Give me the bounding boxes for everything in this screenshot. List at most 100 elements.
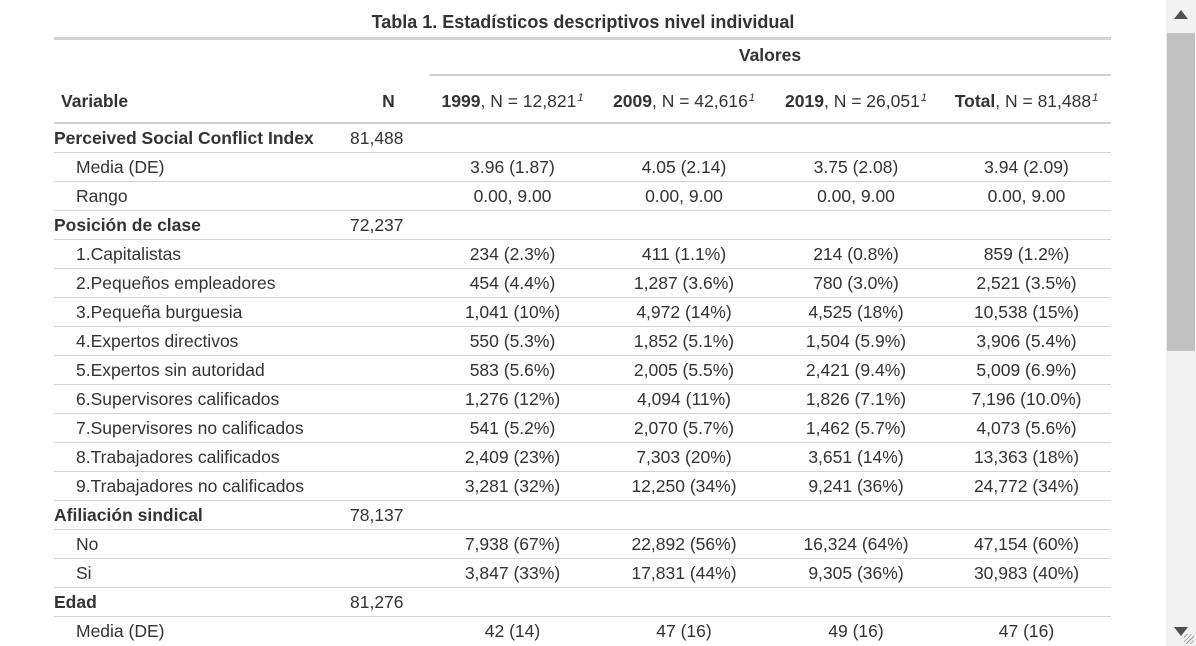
cell-2019: 1,826 (7.1%) [770, 384, 942, 414]
scroll-up-arrow-icon[interactable] [1174, 10, 1188, 19]
cell-total: 30,983 (40%) [942, 558, 1111, 588]
cell-total [942, 587, 1111, 617]
row-n [350, 558, 427, 588]
cell-2009: 4,972 (14%) [598, 297, 770, 327]
cell-2019: 1,462 (5.7%) [770, 413, 942, 443]
cell-2019: 0.00, 9.00 [770, 181, 942, 211]
cell-2009: 17,831 (44%) [598, 558, 770, 588]
table-row: 1.Capitalistas 234 (2.3%) 411 (1.1%) 214 (0… [54, 239, 1111, 269]
cell-2019: 2,421 (9.4%) [770, 355, 942, 385]
cell-2019 [770, 500, 942, 530]
table-group-row: Edad 81,276 [54, 587, 1111, 617]
vertical-scrollbar[interactable] [1166, 0, 1196, 646]
row-label: 6.Supervisores calificados [54, 384, 350, 414]
column-header-n-text: , N = 81,488 [995, 90, 1092, 111]
table-row: No 7,938 (67%) 22,892 (56%) 16,324 (64%) 47,… [54, 529, 1111, 559]
cell-total [942, 500, 1111, 530]
row-n [350, 239, 427, 269]
cell-2019 [770, 123, 942, 153]
column-header-year: 1999 [441, 90, 481, 111]
table-row: 8.Trabajadores calificados 2,409 (23%) 7,3… [54, 442, 1111, 472]
row-label: 4.Expertos directivos [54, 326, 350, 356]
cell-1999: 1,276 (12%) [427, 384, 598, 414]
table-row: 6.Supervisores calificados 1,276 (12%) 4,0… [54, 384, 1111, 414]
cell-2009: 1,852 (5.1%) [598, 326, 770, 356]
column-header-n-text: , N = 12,821 [480, 90, 577, 111]
cell-1999: 2,409 (23%) [427, 442, 598, 472]
column-header-2009: 2009, N = 42,6161 [598, 80, 770, 124]
footnote-marker: 1 [1092, 91, 1099, 104]
cell-total: 10,538 (15%) [942, 297, 1111, 327]
row-label: 8.Trabajadores calificados [54, 442, 350, 472]
cell-1999: 3,847 (33%) [427, 558, 598, 588]
cell-1999: 454 (4.4%) [427, 268, 598, 298]
column-header-n-text: , N = 42,616 [651, 90, 748, 111]
footnote-marker: 1 [748, 91, 755, 104]
cell-2019: 214 (0.8%) [770, 239, 942, 269]
row-n [350, 616, 427, 645]
row-label: 9.Trabajadores no calificados [54, 471, 350, 501]
table-row: 3.Pequeña burguesia 1,041 (10%) 4,972 (14%… [54, 297, 1111, 327]
cell-total: 24,772 (34%) [942, 471, 1111, 501]
table-row: 9.Trabajadores no calificados 3,281 (32%)… [54, 471, 1111, 501]
resize-grip-icon[interactable] [1184, 634, 1194, 644]
column-header-1999: 1999, N = 12,8211 [427, 80, 598, 124]
cell-1999 [427, 210, 598, 240]
cell-2009: 411 (1.1%) [598, 239, 770, 269]
table-group-row: Posición de clase 72,237 [54, 210, 1111, 240]
spanner-header: Valores [427, 39, 1111, 81]
column-header-n: N [350, 80, 427, 124]
cell-1999: 3.96 (1.87) [427, 152, 598, 182]
cell-1999: 541 (5.2%) [427, 413, 598, 443]
descriptive-statistics-table: Valores Variable N 1999, N = 12,8211 200… [54, 37, 1111, 645]
column-header-year: 2019 [785, 90, 824, 111]
row-label: Edad [54, 587, 350, 617]
row-n [350, 297, 427, 327]
row-n [350, 471, 427, 501]
row-label: Afiliación sindical [54, 500, 350, 530]
cell-2019: 780 (3.0%) [770, 268, 942, 298]
cell-total: 5,009 (6.9%) [942, 355, 1111, 385]
cell-2009: 1,287 (3.6%) [598, 268, 770, 298]
cell-2009 [598, 123, 770, 153]
scroll-down-arrow-icon[interactable] [1174, 627, 1188, 636]
cell-total: 0.00, 9.00 [942, 181, 1111, 211]
row-label: Media (DE) [54, 616, 350, 645]
row-label: Si [54, 558, 350, 588]
cell-total: 47 (16) [942, 616, 1111, 645]
cell-2009: 7,303 (20%) [598, 442, 770, 472]
cell-2009: 12,250 (34%) [598, 471, 770, 501]
row-n [350, 529, 427, 559]
table-title: Tabla 1. Estadísticos descriptivos nivel… [371, 12, 795, 32]
row-label: Perceived Social Conflict Index [54, 127, 314, 148]
column-header-total: Total, N = 81,4881 [942, 80, 1111, 124]
cell-2009: 2,005 (5.5%) [598, 355, 770, 385]
spanner-label: Valores [429, 45, 1111, 76]
cell-1999: 3,281 (32%) [427, 471, 598, 501]
cell-2019: 3,651 (14%) [770, 442, 942, 472]
cell-2019: 49 (16) [770, 616, 942, 645]
row-n [350, 413, 427, 443]
cell-2019: 9,241 (36%) [770, 471, 942, 501]
table-row: Rango 0.00, 9.00 0.00, 9.00 0.00, 9.00 0.00,… [54, 181, 1111, 211]
column-header-variable: Variable [54, 80, 350, 124]
cell-1999: 583 (5.6%) [427, 355, 598, 385]
cell-total: 2,521 (3.5%) [942, 268, 1111, 298]
cell-2009: 22,892 (56%) [598, 529, 770, 559]
cell-2009 [598, 587, 770, 617]
row-label: 7.Supervisores no calificados [54, 413, 350, 443]
column-header-year: 2009 [613, 90, 652, 111]
row-n: 81,276 [350, 587, 427, 617]
row-n [350, 326, 427, 356]
cell-1999: 234 (2.3%) [427, 239, 598, 269]
cell-2009 [598, 210, 770, 240]
scrollbar-thumb[interactable] [1167, 33, 1195, 351]
cell-1999: 550 (5.3%) [427, 326, 598, 356]
table-row: Si 3,847 (33%) 17,831 (44%) 9,305 (36%) 30,9… [54, 558, 1111, 588]
cell-2019: 9,305 (36%) [770, 558, 942, 588]
cell-2009: 4.05 (2.14) [598, 152, 770, 182]
cell-1999 [427, 500, 598, 530]
cell-2009: 2,070 (5.7%) [598, 413, 770, 443]
cell-total [942, 210, 1111, 240]
row-label: 5.Expertos sin autoridad [54, 355, 350, 385]
